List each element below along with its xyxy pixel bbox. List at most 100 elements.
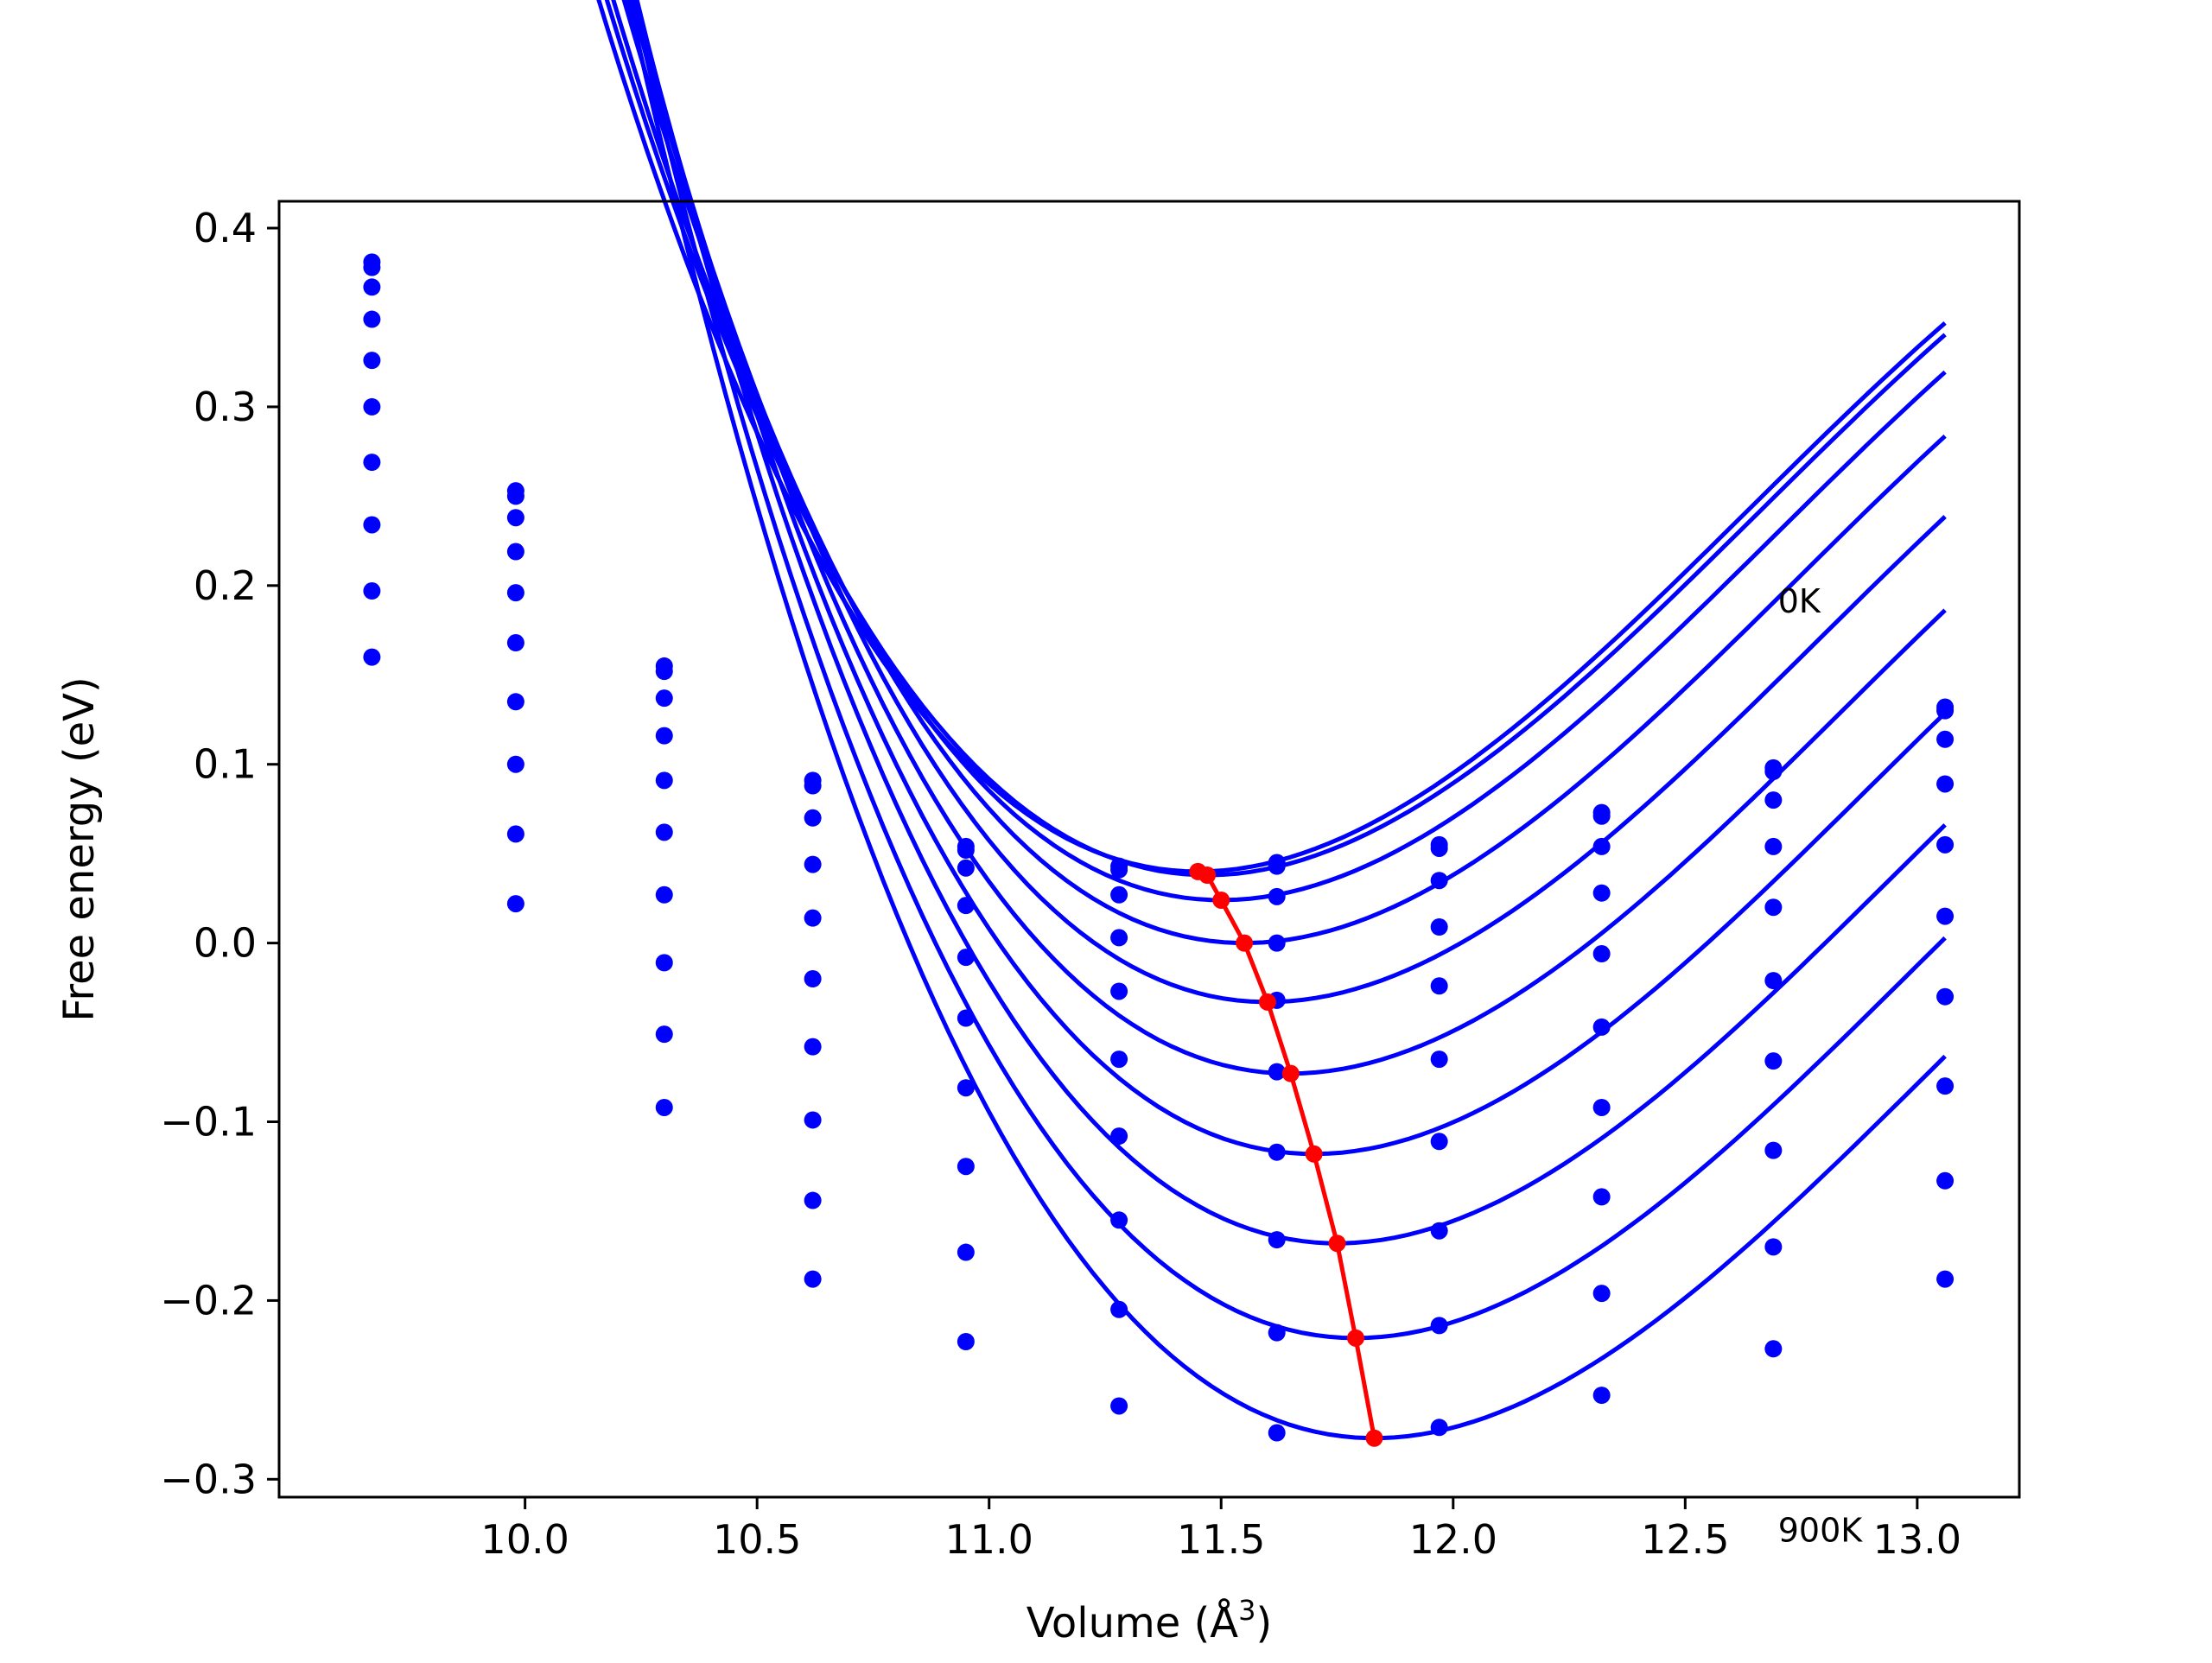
data-point [957, 1079, 975, 1097]
data-point [1110, 1211, 1128, 1229]
data-point [1430, 1050, 1448, 1069]
data-point [1268, 1231, 1286, 1249]
minima-line [1197, 869, 1376, 1439]
x-tick-label: 13.0 [1873, 1516, 1961, 1563]
annotations: 0K 900K [1778, 582, 1864, 1550]
data-point [1110, 860, 1128, 879]
data-point [1592, 837, 1611, 855]
data-point [1268, 857, 1286, 875]
minimum-point [1281, 1064, 1300, 1082]
minimum-point [1346, 1329, 1364, 1347]
data-point [1764, 791, 1783, 809]
data-point [804, 809, 822, 827]
data-point [1430, 839, 1448, 857]
data-point [957, 859, 975, 877]
data-point [363, 454, 381, 472]
data-point [1268, 1323, 1286, 1342]
minimum-point [1212, 891, 1230, 909]
minimum-point [1258, 993, 1276, 1011]
data-point [1430, 918, 1448, 936]
data-point [506, 543, 524, 561]
data-point [363, 278, 381, 296]
data-point [1936, 730, 1955, 748]
minimum-point [1198, 866, 1217, 884]
minimum-point [1365, 1429, 1383, 1447]
axes-frame [277, 200, 2021, 1499]
data-point [363, 258, 381, 276]
y-tick-label: 0.2 [194, 562, 257, 609]
data-point [1764, 1238, 1783, 1256]
data-point [1592, 945, 1611, 963]
data-point [1430, 1133, 1448, 1151]
data-point [363, 352, 381, 370]
data-point [1430, 977, 1448, 995]
data-point [1430, 1317, 1448, 1335]
x-tick-label: 10.5 [713, 1516, 801, 1563]
data-point [957, 1243, 975, 1261]
x-tick-label: 12.5 [1641, 1516, 1729, 1563]
data-point [804, 1270, 822, 1288]
data-point [506, 895, 524, 913]
data-point [1936, 987, 1955, 1006]
data-point [506, 755, 524, 773]
minimum-point [1328, 1235, 1346, 1253]
data-point [1110, 982, 1128, 1000]
data-point [1936, 775, 1955, 793]
y-axis-label: Free energy (eV) [55, 676, 104, 1021]
data-point [1592, 884, 1611, 902]
data-point [1592, 1387, 1611, 1405]
data-point [804, 970, 822, 987]
x-axis-label: Volume (Å3) [1027, 1594, 1272, 1647]
data-point [804, 909, 822, 927]
data-point [1592, 1018, 1611, 1036]
data-point [1592, 1188, 1611, 1206]
y-tick-label: 0.1 [194, 741, 257, 788]
data-point [1110, 885, 1128, 904]
fit-curve-6 [633, 0, 1947, 1157]
minimum-point [1305, 1145, 1323, 1163]
minimum-point [1236, 934, 1254, 952]
data-point [1936, 1270, 1955, 1288]
fit-curve-9 [626, 0, 1947, 1441]
data-point [655, 1025, 673, 1044]
data-point [363, 310, 381, 328]
x-axis: 10.0 10.5 11.0 11.5 12.0 12.5 13.0 [480, 1497, 1961, 1563]
data-point [655, 823, 673, 841]
data-point [957, 1158, 975, 1176]
data-point [363, 648, 381, 666]
data-point [506, 509, 524, 527]
x-tick-label: 11.5 [1177, 1516, 1265, 1563]
data-point [1110, 1397, 1128, 1415]
data-point [655, 1098, 673, 1116]
data-point [1764, 837, 1783, 855]
y-tick-label: 0.4 [194, 205, 257, 251]
x-tick-label: 12.0 [1409, 1516, 1497, 1563]
data-point [1268, 1424, 1286, 1442]
temperature-annotation: 900K [1778, 1512, 1864, 1550]
y-tick-label: 0.0 [194, 920, 257, 967]
y-tick-label: 0.3 [194, 384, 257, 430]
data-point [506, 487, 524, 505]
plot-area [363, 0, 1955, 1447]
y-tick-label: −0.3 [160, 1456, 257, 1502]
data-point [655, 771, 673, 790]
fit-curve-8 [630, 0, 1947, 1341]
data-point [1110, 1300, 1128, 1318]
data-point [1430, 1222, 1448, 1240]
data-point [804, 777, 822, 795]
data-point [1592, 807, 1611, 825]
data-point [1430, 1419, 1448, 1437]
y-axis: −0.3 −0.2 −0.1 0.0 0.1 0.2 0.3 0.4 [160, 205, 279, 1502]
data-point [1764, 972, 1783, 990]
data-point [506, 693, 524, 711]
data-point [506, 584, 524, 602]
data-point [363, 516, 381, 534]
data-point [655, 689, 673, 708]
data-point [1936, 1077, 1955, 1095]
data-point [1592, 1098, 1611, 1116]
data-point [804, 855, 822, 873]
x-tick-label: 10.0 [480, 1516, 569, 1563]
